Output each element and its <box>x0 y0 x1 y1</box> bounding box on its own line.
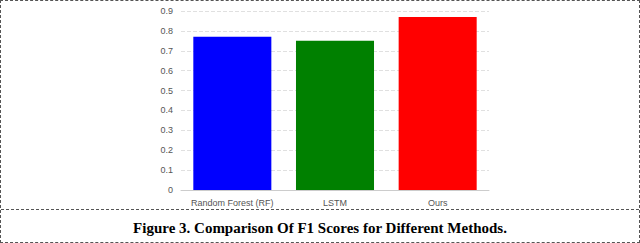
svg-text:0.4: 0.4 <box>160 105 173 115</box>
svg-text:Ours: Ours <box>428 198 448 208</box>
svg-text:0.1: 0.1 <box>160 165 173 175</box>
svg-text:Figure 3. Comparison Of F1 Sco: Figure 3. Comparison Of F1 Scores for Di… <box>133 220 507 236</box>
svg-text:0.8: 0.8 <box>160 26 173 36</box>
svg-text:0.2: 0.2 <box>160 145 173 155</box>
svg-text:Random Forest (RF): Random Forest (RF) <box>191 198 274 208</box>
svg-text:LSTM: LSTM <box>323 198 347 208</box>
svg-text:0.6: 0.6 <box>160 66 173 76</box>
svg-text:0: 0 <box>168 185 173 195</box>
svg-text:0.3: 0.3 <box>160 125 173 135</box>
svg-text:0.9: 0.9 <box>160 6 173 16</box>
svg-text:0.7: 0.7 <box>160 46 173 56</box>
svg-text:0.5: 0.5 <box>160 86 173 96</box>
